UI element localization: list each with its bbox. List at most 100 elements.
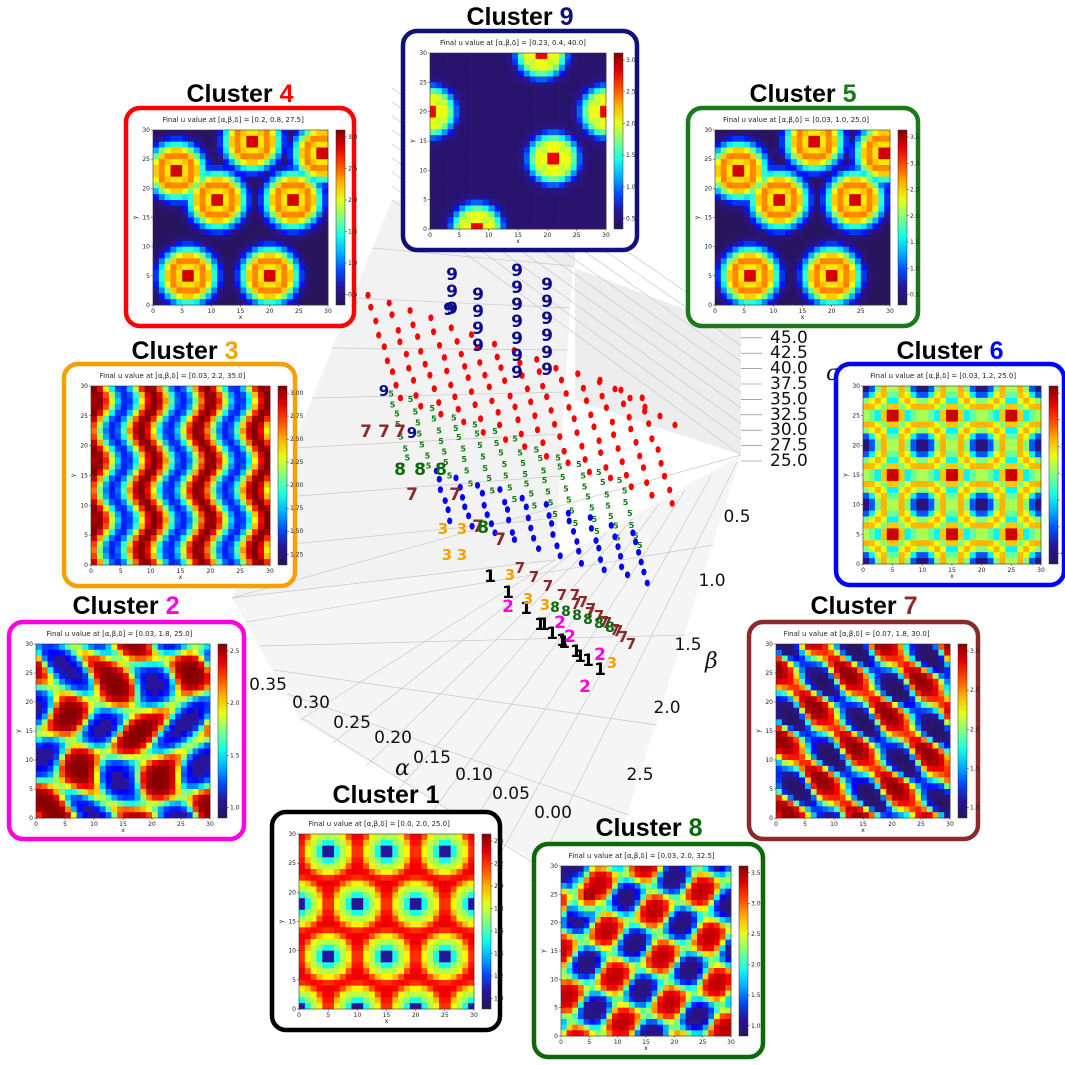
marker-cluster-4 — [410, 321, 416, 329]
marker-cluster-7: 7 — [626, 635, 636, 653]
cluster-panel-3: Cluster 3 Final u value at [α,β,δ] = [0.0… — [61, 337, 304, 589]
beta-tick-label: 1.5 — [674, 635, 701, 655]
marker-cluster-4 — [534, 426, 541, 434]
marker-cluster-4 — [480, 429, 486, 436]
x-tick-label: 10 — [354, 1012, 362, 1019]
marker-cluster-1: 1 — [502, 583, 514, 603]
marker-cluster-4 — [623, 471, 630, 479]
colorbar-tick-label: 0.5 — [910, 292, 920, 299]
colorbar-tick-label: 2.75 — [290, 413, 304, 420]
y-tick-label: 10 — [80, 502, 88, 509]
marker-cluster-6 — [504, 506, 511, 513]
sigma-tick-label: 42.5 — [770, 343, 808, 363]
x-tick-label: 15 — [119, 821, 127, 828]
y-tick-label: 10 — [25, 757, 33, 764]
marker-cluster-5: 5 — [447, 471, 453, 480]
marker-cluster-5: 5 — [524, 479, 530, 488]
x-tick-label: 30 — [727, 1039, 735, 1046]
marker-cluster-7: 7 — [529, 568, 539, 586]
marker-cluster-8: 8 — [435, 460, 447, 480]
beta-axis-label: β — [704, 649, 718, 674]
marker-cluster-6 — [619, 563, 625, 571]
x-tick-label: 0 — [428, 232, 432, 239]
marker-cluster-7: 7 — [515, 559, 525, 577]
marker-cluster-4 — [626, 413, 632, 421]
y-tick-label: 15 — [419, 138, 427, 145]
x-tick-label: 25 — [857, 308, 865, 315]
marker-cluster-5: 5 — [388, 389, 394, 398]
marker-cluster-4 — [381, 343, 387, 351]
marker-cluster-5: 5 — [453, 424, 459, 433]
colorbar-tick-label: 1.0 — [970, 805, 980, 812]
x-axis-label: x — [861, 827, 865, 834]
marker-cluster-4 — [452, 393, 458, 401]
x-tick-label: 25 — [177, 821, 185, 828]
x-tick-label: 0 — [151, 308, 155, 315]
marker-cluster-4 — [658, 459, 664, 467]
colorbar-tick-label: 2.5 — [230, 648, 240, 655]
marker-cluster-6 — [597, 556, 604, 563]
colorbar-tick-label: 3.0 — [1061, 417, 1065, 424]
y-tick-label: 30 — [550, 863, 558, 870]
marker-cluster-4 — [368, 303, 374, 311]
marker-cluster-4 — [422, 360, 428, 368]
x-tick-label: 0 — [774, 821, 778, 828]
colorbar-tick-label: 2.5 — [626, 89, 636, 96]
colorbar-tick-label: 2.5 — [1061, 444, 1065, 451]
marker-cluster-5: 5 — [622, 487, 628, 496]
marker-cluster-5: 5 — [608, 512, 614, 521]
marker-cluster-4 — [502, 377, 508, 384]
panel-title: Cluster 6 — [897, 337, 1004, 365]
marker-cluster-4 — [515, 416, 521, 424]
plot-title: Final u value at [α,β,δ] = [0.03, 1.8, 2… — [47, 630, 193, 638]
x-tick-label: 0 — [89, 568, 93, 575]
marker-cluster-4 — [522, 443, 528, 450]
colorbar-tick-label: 2.0 — [626, 120, 636, 127]
marker-cluster-6 — [436, 475, 442, 483]
marker-cluster-3: 3 — [457, 546, 467, 564]
marker-cluster-5: 5 — [517, 449, 523, 458]
marker-cluster-6 — [624, 571, 631, 579]
y-tick-label: 5 — [423, 197, 427, 204]
y-tick-label: 0 — [84, 562, 88, 569]
colorbar — [481, 833, 492, 1010]
marker-cluster-4 — [633, 438, 639, 446]
y-tick-label: 20 — [25, 699, 33, 706]
x-tick-label: 10 — [147, 568, 155, 575]
marker-cluster-4 — [458, 350, 464, 358]
y-tick-label: 0 — [146, 302, 150, 309]
marker-cluster-5: 5 — [456, 433, 462, 442]
cluster-panel-1: Cluster 1 Final u value at [α,β,δ] = [0.0… — [269, 781, 504, 1033]
panel-title-number: 7 — [904, 592, 918, 620]
marker-cluster-4 — [561, 447, 567, 455]
marker-cluster-3: 3 — [442, 546, 452, 564]
x-tick-label: 20 — [544, 232, 552, 239]
marker-cluster-8: 8 — [414, 460, 426, 480]
x-tick-label: 30 — [946, 821, 954, 828]
marker-cluster-4 — [406, 364, 412, 372]
marker-cluster-4 — [413, 392, 419, 399]
heatmap — [776, 644, 951, 819]
colorbar-tick-label: 2.0 — [348, 197, 358, 204]
marker-cluster-6 — [466, 512, 472, 520]
3d-scatter-axes: 0.000.050.100.150.200.250.300.35 α 0.5 1.0 1… — [231, 87, 842, 906]
marker-cluster-4 — [511, 347, 517, 354]
marker-cluster-4 — [637, 452, 643, 460]
marker-cluster-8: 8 — [550, 600, 560, 616]
marker-cluster-4 — [365, 291, 371, 299]
y-axis-label: y — [132, 215, 139, 219]
marker-cluster-6 — [528, 524, 534, 532]
marker-cluster-5: 5 — [594, 527, 600, 536]
x-axis-label: x — [644, 1045, 648, 1052]
marker-cluster-2: 2 — [594, 645, 606, 665]
y-tick-label: 25 — [288, 860, 296, 867]
colorbar-tick-label: 1.0 — [230, 805, 240, 812]
marker-cluster-6 — [543, 501, 549, 508]
x-tick-label: 30 — [1037, 567, 1045, 574]
marker-cluster-1: 1 — [484, 567, 496, 587]
sigma-tick-label: 40.0 — [770, 359, 808, 379]
sigma-tick-label: 30.0 — [770, 420, 808, 440]
marker-cluster-6 — [433, 467, 439, 475]
marker-cluster-5: 5 — [436, 427, 442, 436]
marker-cluster-6 — [497, 486, 503, 493]
